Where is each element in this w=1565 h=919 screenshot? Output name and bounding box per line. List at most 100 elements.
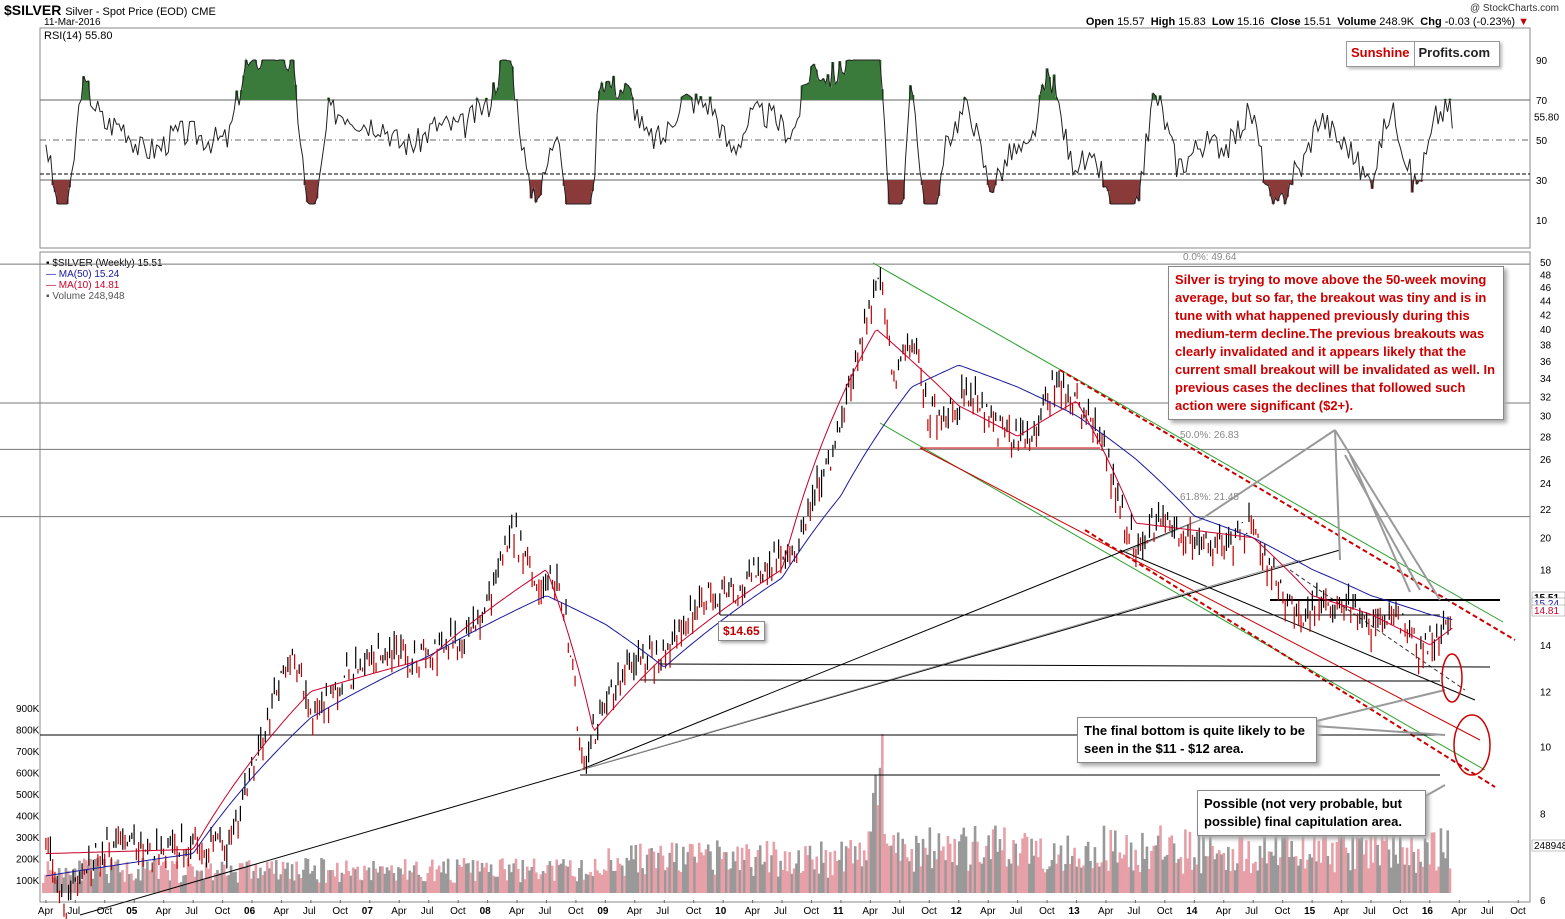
volume-bar (284, 868, 287, 893)
volume-bar (1437, 866, 1440, 893)
rsi-axis-label: 90 (1536, 56, 1548, 67)
volume-bar (146, 861, 149, 893)
volume-bar (593, 858, 597, 893)
price-axis-label: 14 (1540, 641, 1552, 652)
volume-bar (996, 851, 999, 893)
volume-bar (1150, 851, 1153, 893)
volume-bar (720, 859, 724, 893)
volume-bar (1141, 832, 1144, 893)
volume-bar (306, 858, 310, 893)
volume-bar (654, 868, 658, 893)
volume-bar (1385, 830, 1388, 893)
volume-bar (1387, 849, 1391, 893)
low-value: 15.16 (1236, 16, 1265, 28)
volume-bar (1206, 856, 1210, 893)
volume-bar (953, 838, 957, 893)
volume-bar (356, 866, 359, 893)
price-axis-label: 30 (1540, 412, 1552, 423)
volume-bar (1104, 860, 1108, 893)
axis-value-badge (1531, 839, 1565, 852)
volume-bar (1288, 857, 1291, 893)
x-axis-label: Jul (1481, 906, 1494, 917)
volume-bar (666, 867, 669, 893)
volume-bar (1263, 832, 1266, 893)
volume-bar (297, 874, 301, 893)
volume-bar (290, 864, 294, 893)
volume-bar (1177, 858, 1180, 893)
volume-bar (1220, 854, 1223, 893)
x-axis-label: Apr (1334, 906, 1350, 917)
volume-bar (1240, 828, 1244, 893)
volume-bar (1120, 858, 1124, 893)
volume-bar (636, 872, 640, 893)
volume-bar (890, 845, 893, 893)
volume-bar (611, 870, 615, 893)
volume-bar (137, 869, 140, 893)
volume-bar (1267, 851, 1271, 893)
volume-bar (962, 827, 966, 893)
volume-bar (489, 864, 493, 893)
volume-bar (598, 873, 601, 893)
volume-bar (749, 867, 753, 893)
volume-bar (957, 841, 961, 893)
volume-bar (1376, 844, 1379, 893)
volume-bar (1432, 832, 1436, 893)
volume-bar (424, 881, 427, 893)
high-value: 15.83 (1178, 16, 1206, 28)
volume-bar (1398, 832, 1402, 893)
volume-bar (455, 859, 459, 893)
volume-bar (308, 873, 312, 893)
volume-bar (220, 861, 224, 893)
volume-bar (184, 874, 188, 893)
volume-bar (772, 841, 776, 893)
rsi-line (45, 58, 1453, 206)
volume-bar (1061, 870, 1065, 893)
volume-bar (326, 870, 330, 893)
volume-bar (869, 831, 873, 893)
volume-bar (367, 867, 371, 893)
volume-bar (159, 865, 163, 893)
volume-bar (1066, 835, 1070, 893)
volume-bar (62, 877, 65, 893)
volume-bar (1091, 868, 1094, 893)
volume-bar (1190, 869, 1194, 893)
volume-bar (856, 859, 859, 893)
volume-bar (899, 860, 902, 893)
volume-bar (634, 844, 638, 893)
volume-bar (1019, 853, 1022, 893)
volume-bar (1412, 852, 1416, 893)
volume-bar (516, 868, 520, 893)
chart-date: 11-Mar-2016 (44, 17, 101, 28)
volume-bar (1098, 866, 1101, 893)
x-axis-label: Apr (1451, 906, 1467, 917)
volume-bar (1204, 856, 1208, 893)
volume-bar (421, 881, 425, 893)
volume-bar (381, 866, 384, 893)
chg-down-arrow-icon: ▼ (1518, 16, 1529, 28)
volume-bar (272, 873, 276, 893)
exchange: CME (191, 6, 216, 18)
volume-bar (193, 876, 197, 893)
volume-bar (1335, 842, 1339, 893)
volume-bar (704, 849, 708, 893)
volume-bar (1005, 866, 1009, 893)
volume-bar (1290, 841, 1293, 893)
volume-bar (1030, 838, 1033, 893)
volume-bar (955, 865, 959, 893)
volume-bar (44, 875, 47, 893)
axis-value-text: 248948 (1534, 841, 1565, 852)
sunshine-profits-logo: Sunshine Profits.com (1346, 41, 1500, 67)
volume-bar (790, 873, 794, 893)
volume-bar (1199, 873, 1203, 893)
volume-bar (713, 874, 717, 893)
x-axis-label: Apr (627, 906, 643, 917)
price-axis-label: 10 (1540, 742, 1552, 753)
rsi-axis-label: 10 (1536, 216, 1548, 227)
volume-bar (650, 848, 653, 893)
volume-bar (605, 870, 608, 893)
axis-value-text: 15.51 (1534, 593, 1559, 604)
volume-bar (469, 872, 473, 893)
volume-bar (446, 858, 450, 893)
volume-bar (453, 882, 457, 893)
